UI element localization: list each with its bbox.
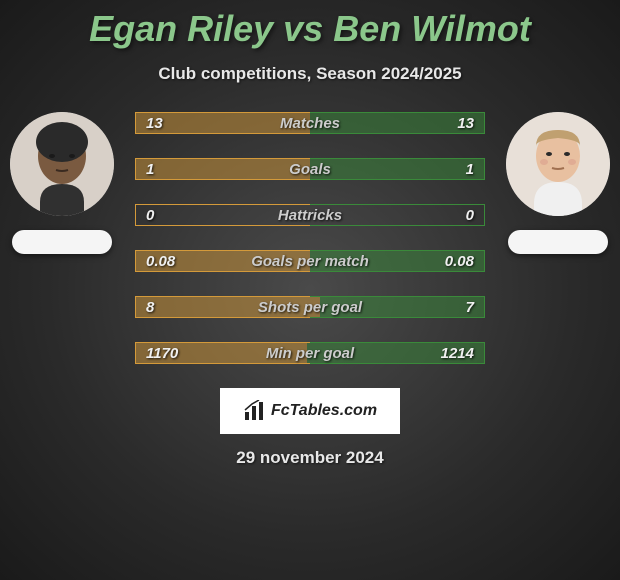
stat-value-right: 0 [466, 207, 474, 224]
stat-row: 1170 Min per goal 1214 [135, 342, 485, 364]
stat-label: Matches [280, 115, 340, 132]
chart-icon [243, 400, 265, 422]
comparison-date: 29 november 2024 [0, 448, 620, 468]
stats-table: 13 Matches 13 1 Goals 1 0 Hattricks 0 0.08 Goals p… [135, 112, 485, 364]
stat-value-left: 0.08 [146, 253, 175, 270]
stat-label: Min per goal [266, 345, 354, 362]
logo-text: FcTables.com [271, 402, 377, 420]
stat-value-left: 13 [146, 115, 163, 132]
stat-row: 0 Hattricks 0 [135, 204, 485, 226]
stat-row: 8 Shots per goal 7 [135, 296, 485, 318]
stat-label: Hattricks [278, 207, 342, 224]
comparison-title: Egan Riley vs Ben Wilmot [0, 0, 620, 50]
season-subtitle: Club competitions, Season 2024/2025 [0, 64, 620, 84]
stat-value-right: 0.08 [445, 253, 474, 270]
player-right-column [503, 112, 613, 254]
comparison-content: 13 Matches 13 1 Goals 1 0 Hattricks 0 0.08 Goals p… [0, 112, 620, 364]
stat-value-right: 13 [457, 115, 474, 132]
stat-value-right: 7 [466, 299, 474, 316]
player-right-avatar [506, 112, 610, 216]
stat-label: Goals per match [251, 253, 369, 270]
stat-value-right: 1214 [441, 345, 474, 362]
stat-value-left: 1170 [146, 345, 178, 362]
player-left-column [7, 112, 117, 254]
player-left-name-pill [12, 230, 112, 254]
stat-label: Goals [289, 161, 331, 178]
fctables-logo: FcTables.com [220, 388, 400, 434]
stat-value-left: 0 [146, 207, 154, 224]
stat-fill-left [136, 159, 310, 179]
player-left-avatar [10, 112, 114, 216]
stat-value-right: 1 [466, 161, 474, 178]
stat-value-left: 1 [146, 161, 154, 178]
stat-row: 0.08 Goals per match 0.08 [135, 250, 485, 272]
player-right-name-pill [508, 230, 608, 254]
stat-row: 1 Goals 1 [135, 158, 485, 180]
stat-fill-right [310, 159, 484, 179]
stat-row: 13 Matches 13 [135, 112, 485, 134]
stat-label: Shots per goal [258, 299, 362, 316]
stat-value-left: 8 [146, 299, 154, 316]
